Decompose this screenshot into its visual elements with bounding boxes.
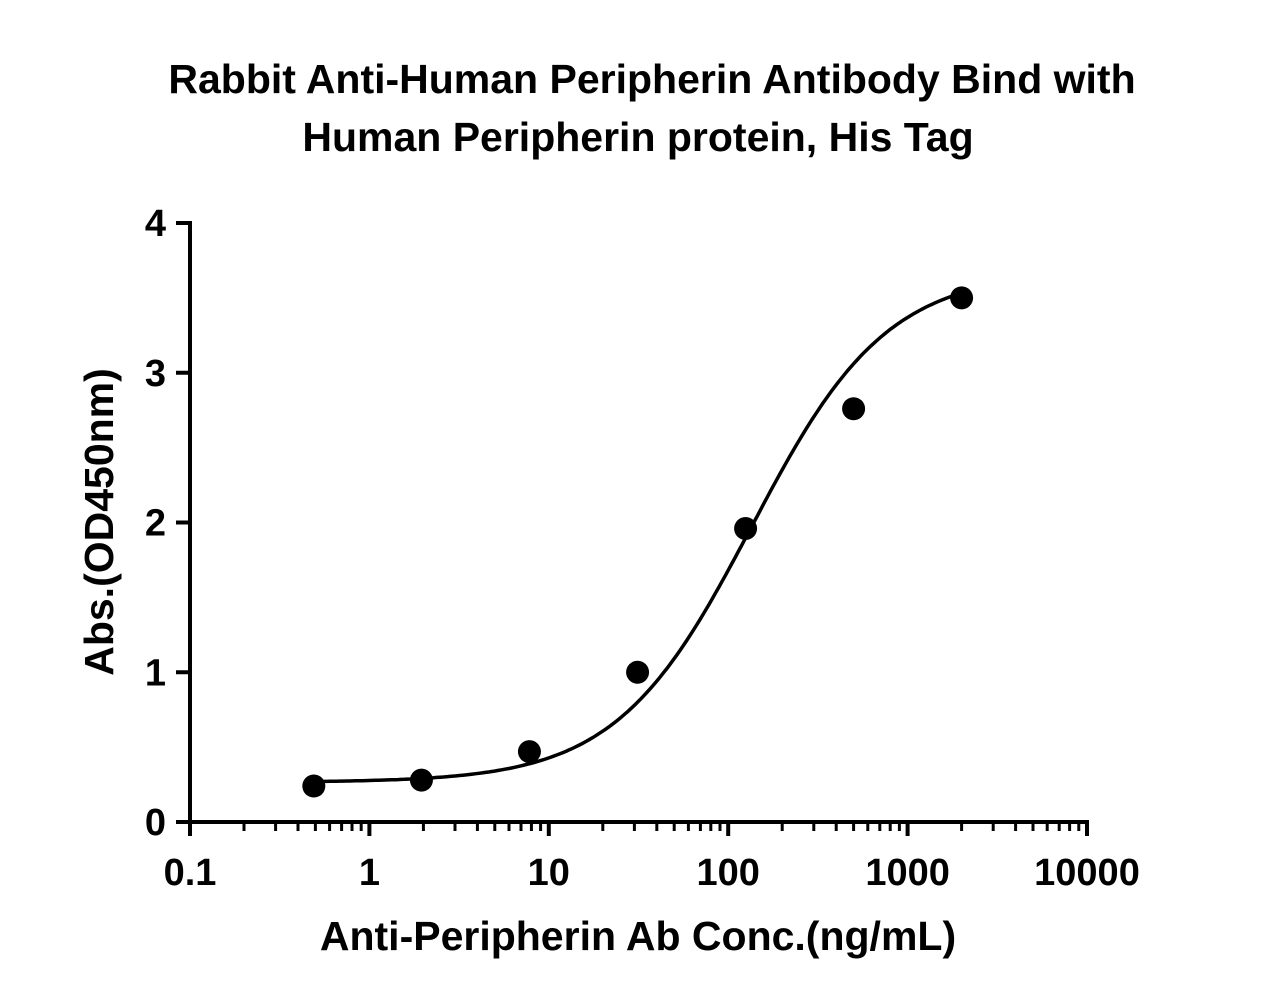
data-point [734, 516, 758, 540]
y-tick-label: 2 [145, 503, 166, 545]
data-point [626, 660, 650, 684]
data-point [950, 286, 974, 310]
x-tick-label: 1 [359, 852, 380, 894]
data-point [409, 768, 433, 792]
y-axis-label: Abs.(OD450nm) [76, 368, 122, 676]
x-tick-label: 100 [696, 852, 759, 894]
data-point [302, 774, 326, 798]
axes [188, 221, 1089, 824]
chart-title-line-1: Rabbit Anti-Human Peripherin Antibody Bi… [168, 56, 1135, 102]
data-point [842, 397, 866, 421]
x-tick-label: 10 [528, 852, 570, 894]
x-tick-label: 0.1 [164, 852, 217, 894]
y-axis-ticks: 0 1 2 3 4 [145, 203, 190, 844]
data-points [302, 286, 974, 798]
data-point [517, 740, 541, 764]
y-tick-label: 1 [145, 652, 166, 694]
fit-curve-group [313, 291, 963, 784]
x-axis-ticks: 0.1 1 10 100 1000 10000 [164, 822, 1140, 894]
x-tick-label: 1000 [865, 852, 950, 894]
x-axis-label: Anti-Peripherin Ab Conc.(ng/mL) [320, 913, 956, 959]
y-tick-label: 4 [145, 203, 166, 245]
y-tick-label: 0 [145, 802, 166, 844]
chart-title-line-2: Human Peripherin protein, His Tag [302, 114, 973, 160]
fit-curve [313, 291, 963, 784]
y-tick-label: 3 [145, 353, 166, 395]
x-tick-label: 10000 [1034, 852, 1140, 894]
